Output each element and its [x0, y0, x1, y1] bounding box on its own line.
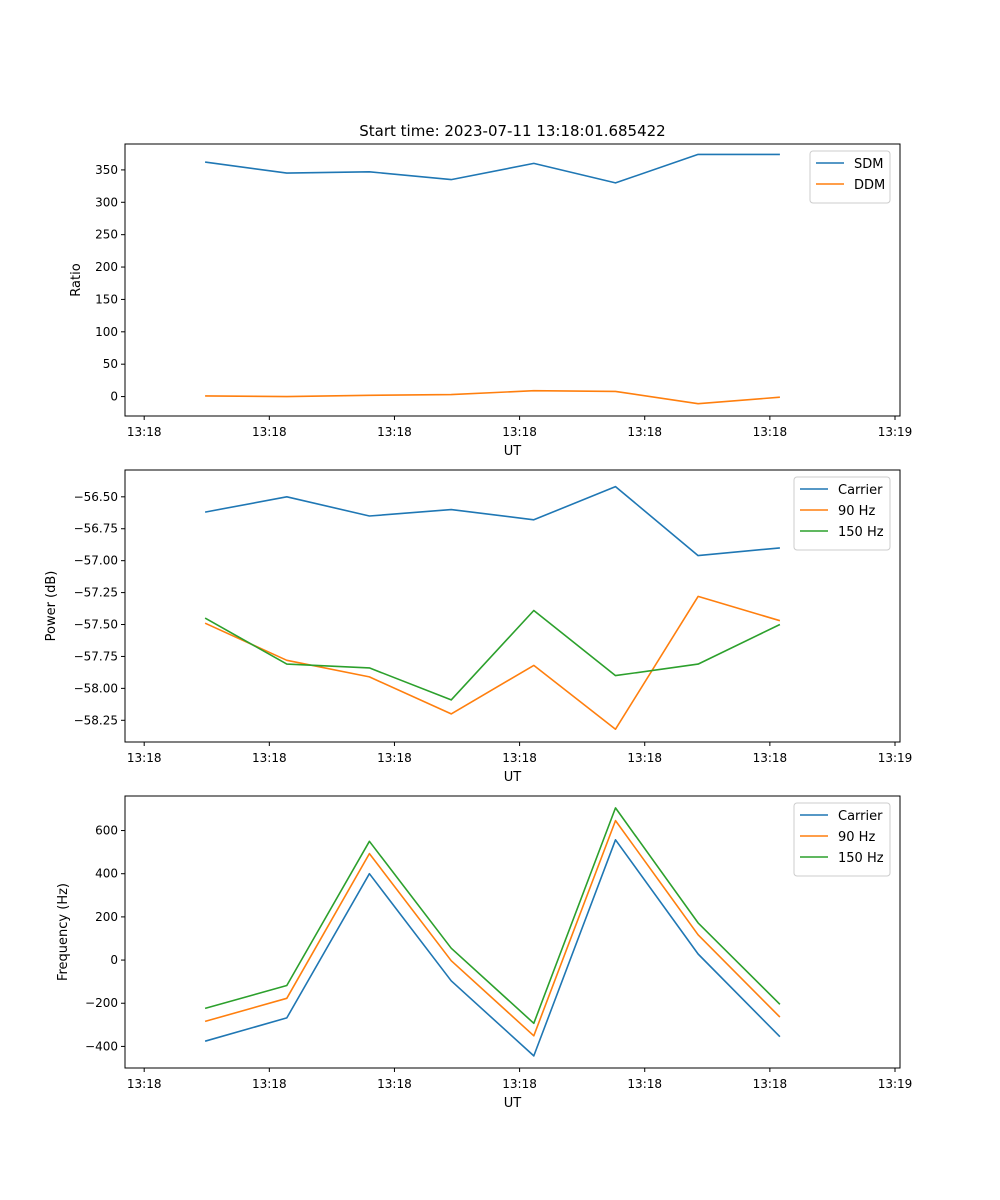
legend: Carrier 90 Hz 150 Hz [793, 476, 891, 551]
x-tick-label: 13:18 [252, 751, 287, 765]
x-tick-label: 13:18 [753, 751, 788, 765]
series-line-90-hz [204, 595, 781, 731]
x-tick-label: 13:18 [753, 425, 788, 439]
x-tick-label: 13:18 [127, 751, 162, 765]
y-tick-label: 0 [110, 953, 118, 967]
x-tick-label: 13:19 [878, 751, 913, 765]
axes-frame [124, 795, 901, 1069]
x-axis-label: UT [504, 1096, 522, 1111]
y-tick-label: 200 [95, 260, 118, 274]
legend-label: 90 Hz [838, 830, 875, 845]
y-tick-label: 300 [95, 195, 118, 209]
y-tick-label: 400 [95, 867, 118, 881]
x-axis-label: UT [504, 770, 522, 785]
series-line-carrier [204, 838, 781, 1057]
chart-panel-3: 13:18 13:18 13:18 13:18 13:18 13:18 13:19 −400 −… [56, 795, 913, 1111]
x-axis-label: UT [504, 444, 522, 459]
x-tick-label: 13:18 [127, 425, 162, 439]
axes-frame [124, 143, 901, 417]
series-line-carrier [204, 485, 780, 557]
x-tick-label: 13:18 [127, 1077, 162, 1091]
x-tick-label: 13:18 [252, 425, 287, 439]
y-tick-label: 150 [95, 292, 118, 306]
x-tick-label: 13:18 [502, 1077, 537, 1091]
x-tick-label: 13:18 [627, 425, 662, 439]
series-line-90-hz [204, 819, 781, 1037]
chart-title: Start time: 2023-07-11 13:18:01.685422 [359, 122, 665, 140]
x-tick-label: 13:18 [377, 751, 412, 765]
y-tick-label: −57.50 [74, 618, 118, 632]
y-axis-label: Frequency (Hz) [56, 883, 71, 981]
y-tick-label: −57.75 [74, 649, 118, 663]
x-tick-label: 13:18 [627, 1077, 662, 1091]
x-tick-label: 13:18 [502, 751, 537, 765]
x-tick-label: 13:19 [878, 425, 913, 439]
legend-label: 150 Hz [838, 851, 884, 866]
y-tick-label: −200 [85, 996, 118, 1010]
legend-label: Carrier [838, 809, 883, 824]
legend-label: DDM [854, 178, 885, 193]
chart-panel-1: Start time: 2023-07-11 13:18:01.685422 13… [69, 122, 912, 459]
y-tick-label: 200 [95, 910, 118, 924]
y-tick-label: −56.75 [74, 522, 118, 536]
series-line-ddm [205, 389, 780, 405]
y-tick-label: −58.25 [74, 713, 118, 727]
x-tick-label: 13:18 [627, 751, 662, 765]
legend: Carrier 90 Hz 150 Hz [793, 802, 891, 877]
chart-panel-2: 13:18 13:18 13:18 13:18 13:18 13:18 13:19 −56.5… [44, 469, 913, 785]
y-tick-label: −57.25 [74, 586, 118, 600]
x-tick-label: 13:19 [878, 1077, 913, 1091]
y-tick-label: 0 [110, 390, 118, 404]
legend: SDM DDM [809, 150, 891, 204]
axes-frame [124, 469, 901, 743]
x-tick-label: 13:18 [377, 425, 412, 439]
series-line-sdm [204, 153, 780, 184]
y-axis-label: Ratio [69, 263, 84, 296]
series-line-150-hz [204, 807, 781, 1025]
legend-label: 150 Hz [838, 525, 884, 540]
legend-label: SDM [854, 157, 883, 172]
y-tick-label: 600 [95, 824, 118, 838]
y-tick-label: 100 [95, 325, 118, 339]
x-tick-label: 13:18 [377, 1077, 412, 1091]
x-tick-label: 13:18 [502, 425, 537, 439]
x-tick-label: 13:18 [252, 1077, 287, 1091]
x-tick-label: 13:18 [753, 1077, 788, 1091]
y-tick-label: 250 [95, 228, 118, 242]
y-tick-label: 350 [95, 163, 118, 177]
legend-box [809, 150, 891, 204]
legend-label: 90 Hz [838, 504, 875, 519]
y-tick-label: −56.50 [74, 490, 118, 504]
y-tick-label: −58.00 [74, 681, 118, 695]
y-axis-label: Power (dB) [44, 571, 59, 642]
series-line-150-hz [204, 609, 781, 701]
y-tick-label: −57.00 [74, 554, 118, 568]
y-tick-label: −400 [85, 1039, 118, 1053]
legend-label: Carrier [838, 483, 883, 498]
y-tick-label: 50 [103, 357, 118, 371]
